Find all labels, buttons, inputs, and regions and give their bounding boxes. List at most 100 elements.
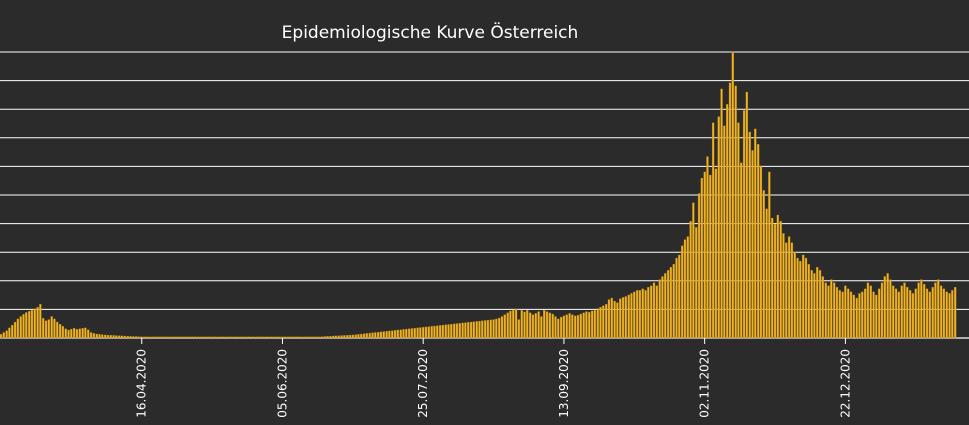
bar (945, 291, 948, 339)
bar (903, 282, 906, 339)
bar (467, 322, 470, 339)
bar (301, 336, 304, 339)
bar (469, 321, 473, 339)
bar (757, 144, 760, 339)
bar (909, 290, 912, 339)
bar (126, 335, 129, 339)
bar (382, 331, 385, 339)
bar (498, 317, 501, 339)
bar (590, 310, 594, 339)
bar (571, 314, 574, 339)
bar (44, 320, 48, 339)
bar (838, 290, 841, 339)
bar (804, 257, 808, 339)
bar (880, 282, 884, 339)
bar (523, 311, 526, 339)
bar (630, 293, 633, 339)
bar (717, 116, 720, 339)
bar (529, 312, 532, 339)
bar (188, 336, 191, 339)
bar (669, 267, 673, 339)
bar (483, 320, 487, 339)
bar (562, 315, 566, 339)
bar (661, 276, 664, 339)
bar (582, 312, 585, 339)
bar (430, 326, 433, 339)
bar (593, 310, 597, 339)
bar (816, 267, 819, 339)
bar (821, 276, 825, 339)
bar (329, 335, 332, 339)
bar (103, 334, 107, 339)
bar (543, 310, 546, 339)
bar (50, 316, 53, 339)
bar (317, 336, 321, 339)
bar (391, 330, 394, 339)
bar (531, 314, 535, 339)
bar (39, 304, 42, 339)
bar (450, 324, 453, 339)
bar (942, 288, 946, 339)
chart-title: Epidemiologische Kurve Österreich (282, 21, 579, 43)
bar (292, 336, 295, 339)
bar (813, 273, 816, 339)
bar (790, 242, 794, 339)
bar (84, 327, 87, 339)
bar (672, 264, 675, 339)
bar (844, 285, 847, 339)
bar (149, 336, 152, 339)
bar (810, 270, 813, 339)
bar (740, 162, 743, 339)
bar (658, 279, 661, 339)
bar (151, 336, 155, 339)
bar (19, 316, 22, 339)
bar (517, 319, 521, 339)
bar (928, 291, 931, 339)
bar (939, 285, 943, 339)
bar (379, 331, 383, 339)
bar (22, 314, 25, 339)
bar (700, 177, 703, 339)
bar (399, 329, 402, 339)
bar (621, 297, 625, 339)
bar (759, 165, 763, 339)
bar (360, 333, 363, 339)
bar (410, 328, 414, 339)
bar (568, 313, 571, 339)
bar (748, 131, 751, 339)
bar (495, 318, 498, 339)
bar (284, 336, 287, 339)
bar (923, 284, 926, 339)
bar (883, 276, 886, 339)
bar (486, 320, 490, 339)
bar (900, 285, 903, 339)
bar (889, 279, 892, 339)
bar (89, 332, 93, 339)
bar (455, 323, 459, 339)
bar (393, 330, 397, 339)
bar (191, 336, 194, 339)
bar (137, 336, 141, 339)
bar (554, 316, 557, 339)
bar (405, 328, 408, 339)
bar (481, 320, 484, 339)
bar (208, 336, 211, 339)
bar (627, 294, 630, 339)
bar (419, 327, 422, 339)
bar (557, 318, 560, 339)
bar (2, 332, 5, 339)
bar (861, 291, 864, 339)
bar (779, 220, 782, 339)
bar (863, 288, 867, 339)
bar (8, 327, 11, 339)
bar (424, 326, 428, 339)
bar (472, 321, 475, 339)
bar (697, 193, 701, 339)
bar (824, 282, 827, 339)
bar (683, 239, 687, 339)
bar (833, 282, 836, 339)
bar (157, 336, 160, 339)
bar (709, 174, 712, 339)
bar (289, 336, 293, 339)
